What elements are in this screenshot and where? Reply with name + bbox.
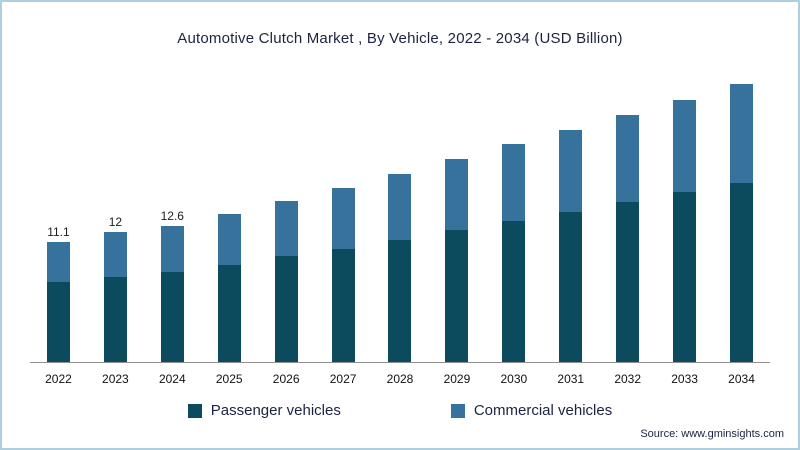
segment-commercial-2024: [160, 225, 184, 273]
bar-column-2034: [713, 67, 770, 362]
x-tick-2022: 2022: [45, 372, 72, 386]
segment-commercial-2025: [217, 214, 241, 265]
segment-commercial-2023: [103, 232, 127, 277]
commercial-swatch-icon: [450, 403, 465, 418]
legend-item-passenger: Passenger vehicles: [187, 402, 341, 419]
bar-value-label-2024: 12.6: [160, 208, 184, 223]
passenger-swatch-icon: [187, 403, 202, 418]
segment-passenger-2031: [559, 211, 583, 362]
segment-commercial-2022: [46, 242, 70, 283]
legend-label-passenger: Passenger vehicles: [210, 402, 341, 419]
segment-passenger-2032: [616, 202, 640, 362]
stacked-bar-2025: [217, 214, 241, 362]
stacked-bar-2033: [673, 99, 697, 362]
chart-title: Automotive Clutch Market , By Vehicle, 2…: [177, 30, 623, 47]
bar-column-2032: [599, 98, 656, 362]
bar-column-2022: 11.1: [30, 225, 87, 362]
x-tick-2033: 2033: [671, 372, 698, 386]
segment-passenger-2023: [103, 276, 127, 362]
x-axis-labels: 2022 2023 2024 2025 2026 2027 2028 2029 2030 2031…: [30, 372, 770, 386]
bar-column-2023: 12: [87, 215, 144, 362]
segment-commercial-2028: [388, 174, 412, 240]
segment-passenger-2025: [217, 264, 241, 362]
segment-passenger-2026: [274, 256, 298, 362]
segment-passenger-2034: [730, 182, 754, 362]
bar-column-2024: 12.6: [144, 209, 201, 362]
legend-item-commercial: Commercial vehicles: [450, 402, 613, 419]
x-tick-2027: 2027: [329, 372, 357, 386]
stacked-bar-2028: [388, 174, 412, 362]
segment-commercial-2032: [616, 114, 640, 203]
stacked-bar-2024: [160, 225, 184, 362]
bar-column-2027: [315, 171, 372, 362]
x-tick-2032: 2032: [614, 372, 642, 386]
segment-commercial-2027: [331, 188, 355, 249]
segment-commercial-2026: [274, 201, 298, 257]
x-tick-2030: 2030: [500, 372, 528, 386]
stacked-bar-2034: [730, 84, 754, 362]
segment-commercial-2033: [673, 99, 697, 193]
x-tick-2023: 2023: [102, 372, 129, 386]
segment-commercial-2034: [730, 84, 754, 183]
stacked-bar-2026: [274, 201, 298, 362]
segment-passenger-2022: [46, 282, 70, 362]
segment-passenger-2033: [673, 192, 697, 362]
segment-commercial-2030: [502, 143, 526, 221]
stacked-bar-2030: [502, 143, 526, 362]
bar-column-2028: [372, 157, 429, 362]
bar-column-2030: [485, 127, 542, 362]
segment-commercial-2029: [445, 158, 469, 231]
chart-area: 11.1 12 12.6 2022 2023 2024 2025 2026 2027 2028 2…: [30, 63, 770, 386]
plot-area: 11.1 12 12.6: [30, 63, 770, 363]
x-tick-2026: 2026: [272, 372, 300, 386]
bar-column-2033: [656, 83, 713, 362]
segment-passenger-2027: [331, 248, 355, 362]
bar-column-2029: [428, 142, 485, 362]
segment-commercial-2031: [559, 129, 583, 212]
x-tick-2034: 2034: [728, 372, 755, 386]
stacked-bar-2023: [103, 232, 127, 362]
bar-value-label-2023: 12: [108, 215, 123, 230]
legend-label-commercial: Commercial vehicles: [473, 402, 613, 419]
stacked-bar-2031: [559, 129, 583, 362]
bar-column-2026: [258, 184, 315, 362]
x-tick-2024: 2024: [158, 372, 186, 386]
stacked-bar-2022: [46, 242, 70, 362]
source-credit: Source: www.gminsights.com: [640, 428, 784, 440]
segment-passenger-2028: [388, 239, 412, 362]
legend: Passenger vehicles Commercial vehicles: [2, 402, 798, 419]
x-tick-2029: 2029: [443, 372, 471, 386]
stacked-bar-2029: [445, 158, 469, 362]
bar-column-2025: [201, 197, 258, 362]
segment-passenger-2024: [160, 272, 184, 362]
bar-column-2031: [542, 113, 599, 362]
bar-value-label-2022: 11.1: [47, 225, 70, 240]
stacked-bar-2032: [616, 114, 640, 362]
x-tick-2028: 2028: [386, 372, 414, 386]
segment-passenger-2029: [445, 230, 469, 362]
stacked-bar-2027: [331, 188, 355, 362]
x-tick-2031: 2031: [557, 372, 585, 386]
x-tick-2025: 2025: [215, 372, 243, 386]
segment-passenger-2030: [502, 220, 526, 362]
